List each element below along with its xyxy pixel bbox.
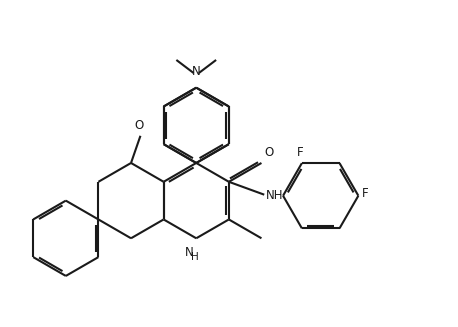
Text: F: F xyxy=(362,187,369,200)
Text: F: F xyxy=(297,146,304,160)
Text: O: O xyxy=(264,146,273,159)
Text: H: H xyxy=(191,252,199,262)
Text: NH: NH xyxy=(266,189,284,202)
Text: O: O xyxy=(135,119,144,132)
Text: N: N xyxy=(192,65,201,78)
Text: N: N xyxy=(185,246,194,259)
